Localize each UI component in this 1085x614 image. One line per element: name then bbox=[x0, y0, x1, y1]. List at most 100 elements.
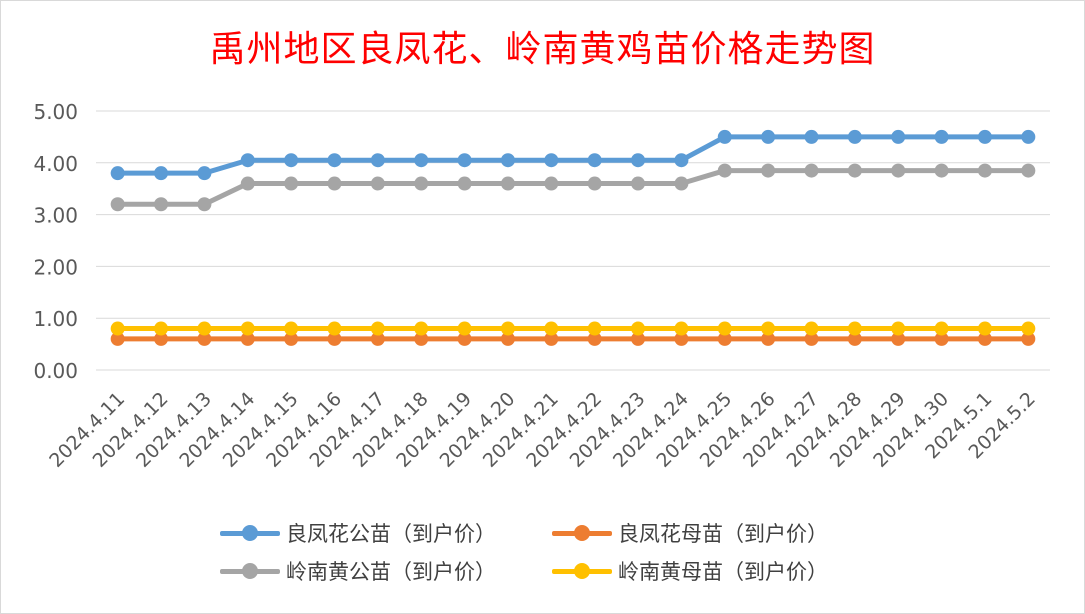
data-point-series-1 bbox=[370, 153, 385, 168]
data-point-series-3 bbox=[500, 176, 515, 191]
data-point-series-1 bbox=[934, 129, 949, 144]
data-point-series-4 bbox=[631, 321, 646, 336]
data-point-series-3 bbox=[197, 197, 212, 212]
data-point-series-3 bbox=[457, 176, 472, 191]
data-point-series-3 bbox=[240, 176, 255, 191]
data-point-series-1 bbox=[154, 166, 169, 181]
data-point-series-2 bbox=[154, 331, 169, 346]
data-point-series-1 bbox=[110, 166, 125, 181]
data-point-series-1 bbox=[977, 129, 992, 144]
legend-item-series-3[interactable]: 岭南黄公苗（到户价） bbox=[220, 556, 496, 586]
data-point-series-1 bbox=[544, 153, 559, 168]
data-point-series-2 bbox=[457, 331, 472, 346]
legend-swatch-series-2 bbox=[552, 525, 612, 541]
y-tick-label: 0.00 bbox=[33, 359, 78, 383]
legend-swatch-series-3 bbox=[220, 563, 280, 579]
data-point-series-4 bbox=[414, 321, 429, 336]
data-point-series-4 bbox=[284, 321, 299, 336]
y-tick-label: 1.00 bbox=[33, 307, 78, 331]
data-point-series-3 bbox=[154, 197, 169, 212]
y-tick-label: 4.00 bbox=[33, 152, 78, 176]
data-point-series-2 bbox=[370, 331, 385, 346]
data-point-series-3 bbox=[674, 176, 689, 191]
data-point-series-4 bbox=[847, 321, 862, 336]
data-point-series-4 bbox=[327, 321, 342, 336]
data-point-series-4 bbox=[544, 321, 559, 336]
data-point-series-3 bbox=[717, 163, 732, 178]
data-point-series-2 bbox=[587, 331, 602, 346]
data-point-series-2 bbox=[934, 331, 949, 346]
legend-label-series-3: 岭南黄公苗（到户价） bbox=[286, 560, 496, 584]
data-point-series-2 bbox=[804, 331, 819, 346]
data-point-series-4 bbox=[154, 321, 169, 336]
data-point-series-4 bbox=[197, 321, 212, 336]
data-point-series-3 bbox=[934, 163, 949, 178]
data-point-series-1 bbox=[761, 129, 776, 144]
data-point-series-3 bbox=[631, 176, 646, 191]
data-point-series-3 bbox=[544, 176, 559, 191]
data-point-series-4 bbox=[587, 321, 602, 336]
data-point-series-2 bbox=[240, 331, 255, 346]
legend-label-series-1: 良凤花公苗（到户价） bbox=[286, 522, 496, 546]
data-point-series-2 bbox=[110, 331, 125, 346]
legend-item-series-4[interactable]: 岭南黄母苗（到户价） bbox=[552, 556, 828, 586]
data-point-series-2 bbox=[761, 331, 776, 346]
data-point-series-3 bbox=[891, 163, 906, 178]
data-point-series-4 bbox=[934, 321, 949, 336]
data-point-series-4 bbox=[761, 321, 776, 336]
data-point-series-3 bbox=[110, 197, 125, 212]
legend-swatch-series-4 bbox=[552, 563, 612, 579]
data-point-series-1 bbox=[414, 153, 429, 168]
data-point-series-4 bbox=[370, 321, 385, 336]
data-point-series-2 bbox=[631, 331, 646, 346]
data-point-series-3 bbox=[1021, 163, 1036, 178]
data-point-series-4 bbox=[240, 321, 255, 336]
y-tick-label: 2.00 bbox=[33, 255, 78, 279]
data-point-series-1 bbox=[804, 129, 819, 144]
data-point-series-2 bbox=[327, 331, 342, 346]
data-point-series-2 bbox=[197, 331, 212, 346]
legend-label-series-2: 良凤花母苗（到户价） bbox=[618, 522, 828, 546]
legend-label-series-4: 岭南黄母苗（到户价） bbox=[618, 560, 828, 584]
data-point-series-2 bbox=[1021, 331, 1036, 346]
data-point-series-1 bbox=[631, 153, 646, 168]
data-point-series-3 bbox=[370, 176, 385, 191]
data-point-series-2 bbox=[717, 331, 732, 346]
series-line-3 bbox=[115, 168, 1031, 207]
legend-swatch-series-1 bbox=[220, 525, 280, 541]
data-point-series-1 bbox=[847, 129, 862, 144]
data-point-series-4 bbox=[891, 321, 906, 336]
data-point-series-1 bbox=[327, 153, 342, 168]
data-point-series-1 bbox=[197, 166, 212, 181]
legend-item-series-2[interactable]: 良凤花母苗（到户价） bbox=[552, 518, 828, 548]
data-point-series-2 bbox=[544, 331, 559, 346]
chart-title: 禹州地区良凤花、岭南黄鸡苗价格走势图 bbox=[209, 29, 876, 70]
data-point-series-4 bbox=[1021, 321, 1036, 336]
data-point-series-1 bbox=[284, 153, 299, 168]
data-point-series-4 bbox=[717, 321, 732, 336]
data-point-series-1 bbox=[240, 153, 255, 168]
data-point-series-1 bbox=[587, 153, 602, 168]
data-point-series-1 bbox=[1021, 129, 1036, 144]
data-point-series-2 bbox=[674, 331, 689, 346]
data-point-series-4 bbox=[500, 321, 515, 336]
data-point-series-4 bbox=[110, 321, 125, 336]
data-point-series-3 bbox=[761, 163, 776, 178]
data-point-series-3 bbox=[804, 163, 819, 178]
data-point-series-1 bbox=[717, 129, 732, 144]
data-point-series-4 bbox=[977, 321, 992, 336]
data-point-series-3 bbox=[284, 176, 299, 191]
legend-item-series-1[interactable]: 良凤花公苗（到户价） bbox=[220, 518, 496, 548]
data-point-series-2 bbox=[891, 331, 906, 346]
series-line-1 bbox=[115, 134, 1031, 176]
data-point-series-1 bbox=[674, 153, 689, 168]
data-point-series-3 bbox=[327, 176, 342, 191]
y-tick-label: 5.00 bbox=[33, 100, 78, 124]
data-point-series-2 bbox=[414, 331, 429, 346]
data-point-series-3 bbox=[977, 163, 992, 178]
data-point-series-4 bbox=[674, 321, 689, 336]
data-point-series-1 bbox=[500, 153, 515, 168]
legend: 良凤花公苗（到户价） 良凤花母苗（到户价） 岭南黄公苗（到户价） 岭南黄母苗（到… bbox=[0, 510, 1085, 590]
